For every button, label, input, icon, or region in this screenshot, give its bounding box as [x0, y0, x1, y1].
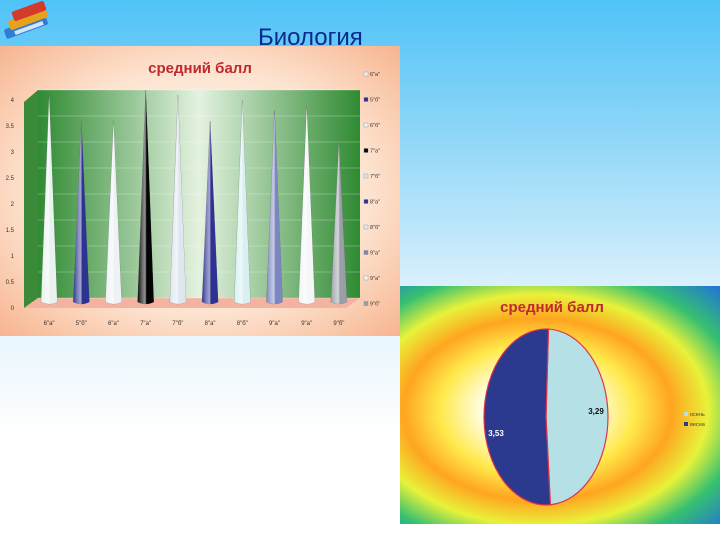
legend-label: весна: [690, 422, 706, 428]
x-tick-label: 9"а": [301, 321, 312, 327]
x-tick-label: 6"а": [44, 321, 55, 327]
legend-label: 7"б": [370, 174, 380, 180]
y-tick-label: 1: [11, 254, 15, 260]
x-tick-label: 9"а": [269, 321, 280, 327]
x-tick-label: 5"б": [76, 321, 87, 327]
cone-bar-shading: [137, 90, 154, 304]
x-tick-label: 7"б": [172, 321, 183, 327]
legend-label: 6"а": [370, 72, 380, 78]
books-icon: [4, 1, 48, 39]
y-tick-label: 2: [11, 202, 15, 208]
x-tick-label: 6"а": [108, 321, 119, 327]
legend-label: 7"а": [370, 149, 380, 155]
bar-chart: средний балл 0 0.5 1 1.5 2 2.5 3 3.5 4 6"а" 5"б" 6…: [0, 46, 400, 336]
legend-label: 8"б": [370, 225, 380, 231]
pie-chart: средний балл 3,29 3,53 осень весна: [400, 286, 720, 524]
legend-swatch: [363, 148, 369, 153]
y-tick-label: 4: [11, 98, 15, 104]
legend-swatch: [363, 97, 369, 102]
legend-swatch: [363, 173, 369, 179]
legend-swatch: [363, 71, 369, 77]
x-tick-label: 9"б": [333, 321, 344, 327]
cone-bar-shading: [266, 110, 283, 304]
legend-swatch: [363, 224, 369, 230]
cone-bar-shading: [202, 121, 219, 304]
legend-swatch: [684, 422, 688, 426]
chart-title: средний балл: [148, 60, 252, 77]
legend-swatch: [363, 275, 369, 281]
y-tick-label: 2.5: [6, 176, 15, 182]
legend-swatch: [363, 199, 369, 204]
cone-bar-shading: [298, 105, 315, 304]
plot-side-wall: [24, 90, 38, 308]
x-tick-label: 8"б": [237, 321, 248, 327]
y-tick-label: 1.5: [6, 228, 15, 234]
data-label: 3,53: [488, 429, 504, 438]
legend-label: 9"а": [370, 276, 380, 282]
x-tick-label: 8"а": [205, 321, 216, 327]
x-tick-label: 7"а": [140, 321, 151, 327]
data-label: 3,29: [588, 407, 604, 416]
legend-swatch: [363, 122, 369, 128]
y-tick-label: 0: [11, 306, 15, 312]
legend-label: 5"б": [370, 98, 380, 104]
legend-swatch: [363, 301, 369, 306]
y-tick-label: 0.5: [6, 280, 15, 286]
y-tick-label: 3: [11, 150, 15, 156]
legend-label: 6"б": [370, 123, 380, 129]
legend-label: 8"а": [370, 200, 380, 206]
pie-slice: [545, 328, 609, 506]
y-tick-label: 3.5: [6, 124, 15, 130]
cone-bar-shading: [41, 95, 58, 304]
legend-swatch: [684, 412, 688, 416]
pie-slice: [483, 328, 551, 506]
legend-label: осень: [690, 412, 705, 418]
cone-bar-shading: [234, 100, 251, 305]
legend-label: 9"б": [370, 302, 380, 308]
cone-bar-shading: [73, 121, 90, 304]
legend-swatch: [363, 250, 369, 255]
cone-bar-shading: [105, 121, 122, 304]
legend-label: 9"а": [370, 251, 380, 257]
cone-bar-shading: [169, 95, 186, 304]
cone-bar-shading: [330, 142, 347, 304]
chart-title: средний балл: [500, 299, 604, 316]
